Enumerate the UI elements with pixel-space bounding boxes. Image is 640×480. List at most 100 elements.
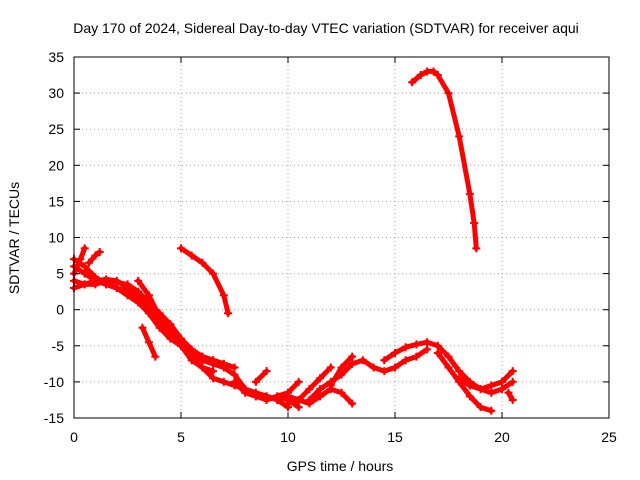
data-point xyxy=(112,276,121,285)
data-point xyxy=(455,132,464,141)
series-arc-20 xyxy=(408,67,481,253)
data-point xyxy=(187,251,196,260)
data-point xyxy=(487,381,496,390)
data-point xyxy=(198,352,207,361)
grid xyxy=(74,57,609,418)
data-point xyxy=(348,399,357,408)
data-point xyxy=(508,377,517,386)
data-point xyxy=(209,356,218,365)
data-point xyxy=(326,381,335,390)
data-point xyxy=(498,377,506,386)
y-tick-label: -10 xyxy=(44,374,64,390)
data-point xyxy=(144,291,153,300)
data-point xyxy=(209,374,218,383)
data-point xyxy=(391,363,399,372)
data-point xyxy=(487,388,496,397)
data-point xyxy=(455,367,464,376)
data-point xyxy=(429,67,438,76)
data-point xyxy=(134,298,143,307)
data-point xyxy=(219,359,228,368)
data-point xyxy=(408,78,417,87)
series-arc-19 xyxy=(504,388,517,404)
y-tick-label: 25 xyxy=(48,121,64,137)
data-point xyxy=(316,385,325,394)
data-point xyxy=(144,309,153,318)
data-point xyxy=(84,258,93,267)
data-point xyxy=(487,406,496,415)
y-tick-label: -15 xyxy=(44,410,64,426)
data-point xyxy=(380,367,389,376)
series-line xyxy=(178,245,231,316)
data-point xyxy=(326,363,335,372)
data-point xyxy=(251,392,260,401)
data-point xyxy=(305,395,314,404)
data-point xyxy=(465,190,474,199)
data-point xyxy=(401,356,410,365)
series-arc-11 xyxy=(251,367,271,386)
data-point xyxy=(166,327,175,336)
data-point xyxy=(470,219,479,228)
data-point xyxy=(401,343,410,352)
data-point xyxy=(134,276,143,285)
data-point xyxy=(444,352,453,361)
data-point xyxy=(138,323,147,332)
x-tick-label: 25 xyxy=(601,429,617,445)
data-point xyxy=(444,89,453,98)
data-point xyxy=(316,374,325,383)
series-arc-2 xyxy=(70,262,218,376)
y-axis-title: SDTVAR / TECUs xyxy=(6,182,22,294)
series-line xyxy=(135,278,291,410)
data-point xyxy=(412,352,421,361)
x-tick-label: 10 xyxy=(280,429,296,445)
y-tick-label: 30 xyxy=(48,85,64,101)
data-point xyxy=(144,338,153,347)
data-point xyxy=(80,280,89,289)
data-point xyxy=(102,275,111,284)
data-point xyxy=(123,284,132,293)
y-tick-label: 15 xyxy=(48,193,64,209)
data-point xyxy=(348,352,357,361)
y-tick-label: 20 xyxy=(48,157,64,173)
ticks: 0 5 10 15 20 25 -15 -10 -5 0 5 10 15 20 25 30 35 xyxy=(44,49,617,445)
data-point xyxy=(198,363,207,372)
data-point xyxy=(412,340,421,349)
data-point xyxy=(423,345,432,354)
data-point xyxy=(508,395,517,404)
data-point xyxy=(91,251,100,260)
series-line xyxy=(409,68,479,251)
data-point xyxy=(348,359,357,368)
data-point xyxy=(472,244,481,253)
data-point xyxy=(465,392,474,401)
data-point xyxy=(337,363,346,372)
data-point xyxy=(177,341,185,350)
data-point xyxy=(262,395,271,404)
data-point xyxy=(187,356,196,365)
series-arc-4 xyxy=(70,275,228,368)
data-point xyxy=(209,367,218,376)
data-point xyxy=(316,392,325,401)
data-point xyxy=(230,363,239,372)
x-tick-label: 0 xyxy=(70,429,78,445)
data-point xyxy=(433,341,442,350)
data-point xyxy=(504,388,513,397)
data-point xyxy=(508,367,517,376)
series-arc-6 xyxy=(84,247,104,267)
data-point xyxy=(219,377,228,386)
data-point xyxy=(273,392,282,401)
series-arc-9 xyxy=(177,244,233,318)
data-point xyxy=(219,291,228,300)
chart-title: Day 170 of 2024, Sidereal Day-to-day VTE… xyxy=(73,20,579,36)
series-arc-13 xyxy=(284,363,335,408)
data-point xyxy=(198,258,207,267)
data-point xyxy=(230,370,239,379)
y-tick-label: 5 xyxy=(56,266,64,282)
series-line xyxy=(86,249,103,266)
data-point xyxy=(155,312,164,321)
series-arc-7 xyxy=(134,276,292,412)
data-point xyxy=(284,399,292,408)
data-point xyxy=(391,349,399,358)
x-tick-label: 5 xyxy=(177,429,185,445)
data-point xyxy=(294,403,303,412)
data-point xyxy=(294,377,303,386)
